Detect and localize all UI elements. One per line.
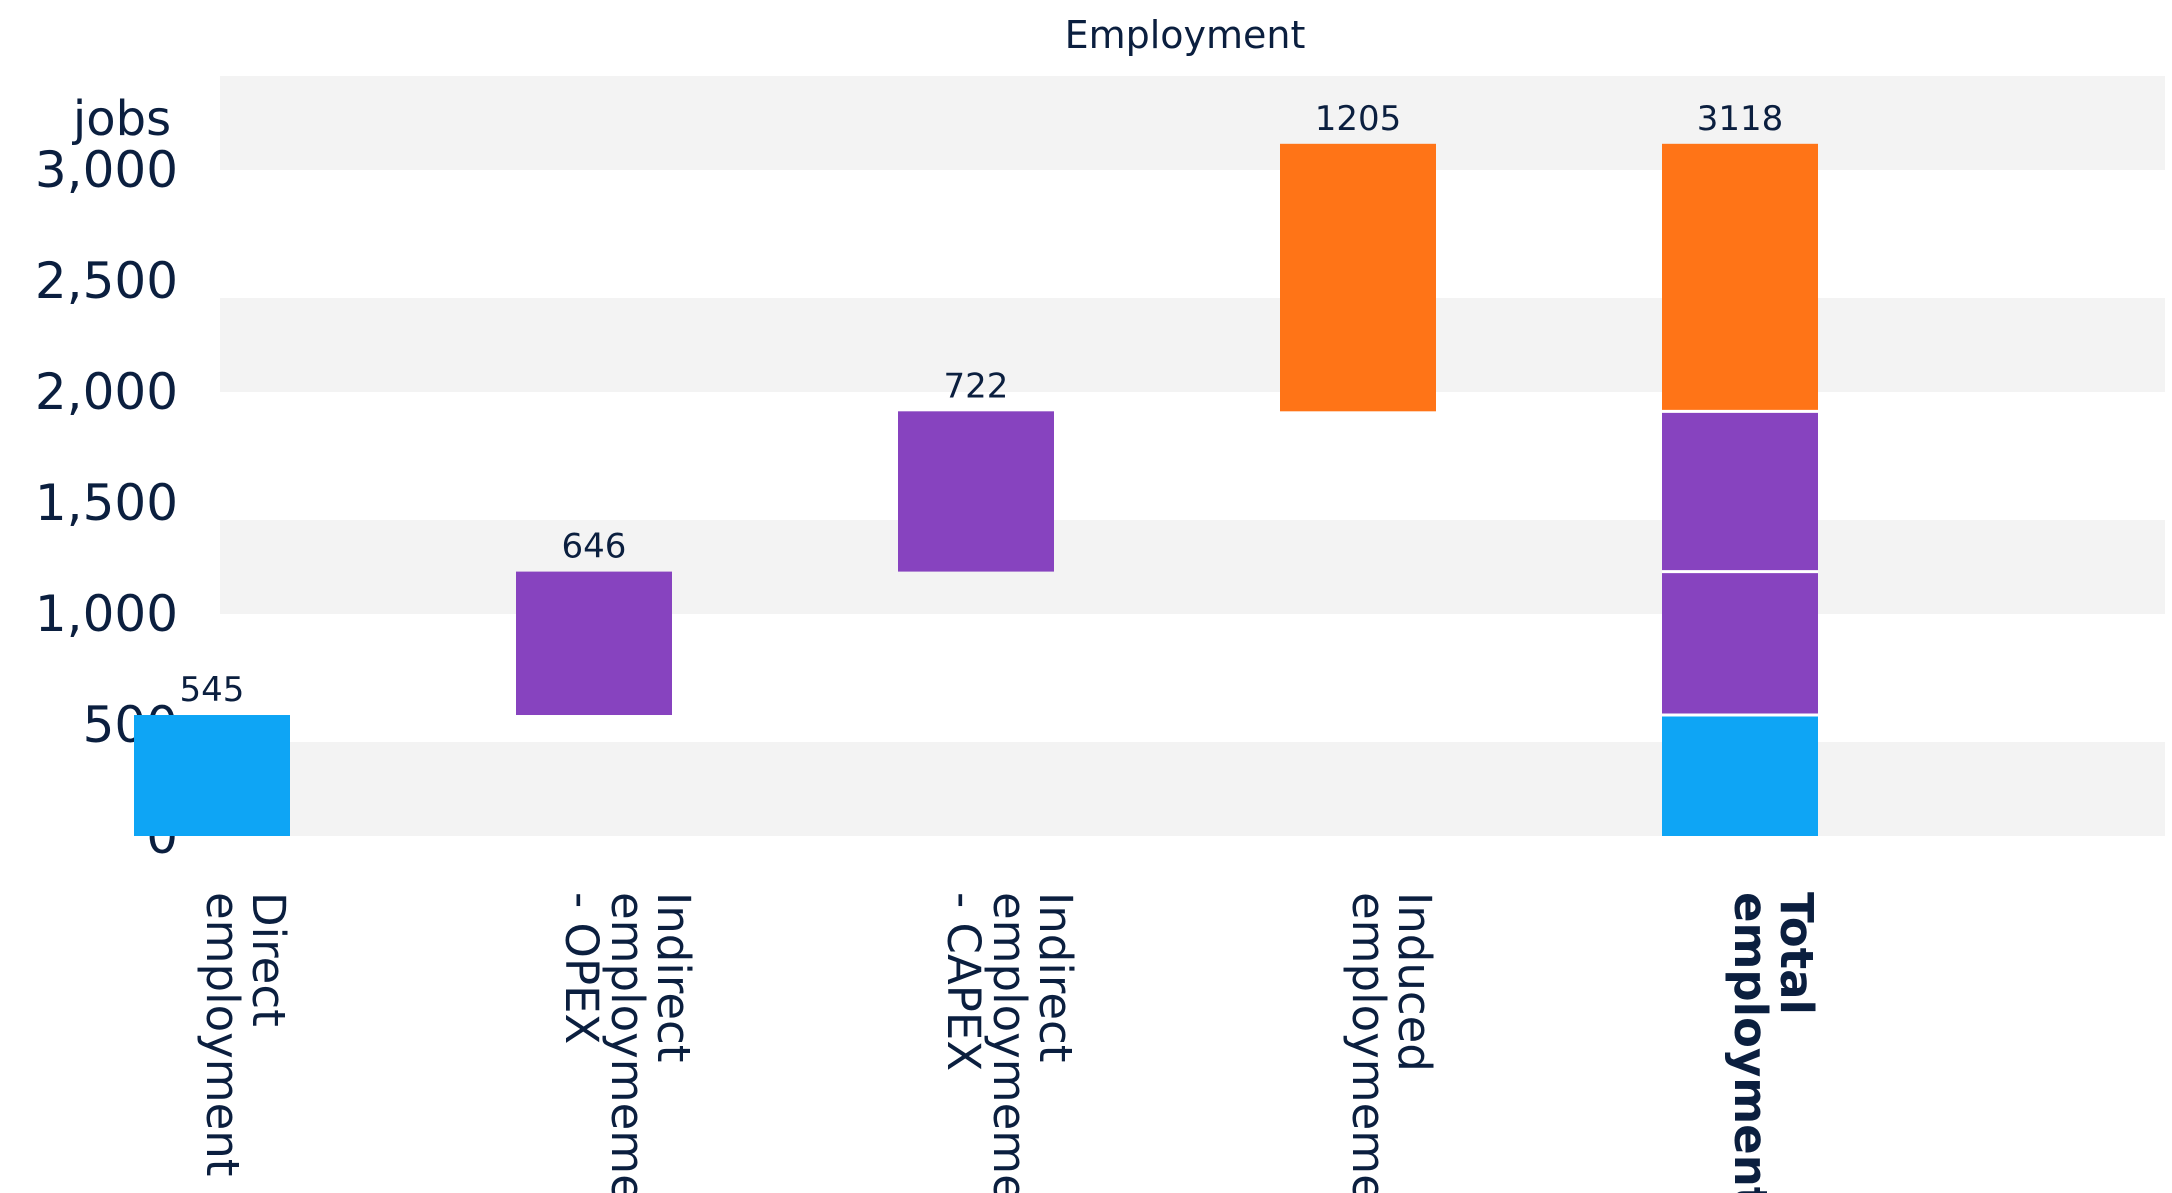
grid-band <box>220 298 2165 392</box>
bar-1 <box>134 715 290 836</box>
grid-band <box>220 742 2165 836</box>
y-tick-label: 1,500 <box>35 474 178 532</box>
x-label-line: - OPEX <box>555 892 608 1044</box>
x-label-line: employment <box>1724 892 1777 1193</box>
data-label-5: 3118 <box>1697 99 1784 139</box>
x-label-line: employmement <box>601 892 654 1193</box>
x-label-line: employment <box>196 892 249 1176</box>
y-tick-label: 1,000 <box>35 585 178 643</box>
total-bar-segment-1 <box>1662 715 1818 836</box>
total-bar-segment-4 <box>1662 143 1818 412</box>
grid-band <box>220 76 2165 170</box>
y-tick-label: 2,000 <box>35 363 178 421</box>
data-labels: 545 646 722 1205 3118 <box>180 99 1784 710</box>
data-label-2: 646 <box>562 527 627 567</box>
bar-2 <box>516 571 672 716</box>
x-label-line: Indirect <box>647 892 700 1062</box>
total-bar-segment-2 <box>1662 571 1818 716</box>
x-label-line: Direct <box>242 892 295 1027</box>
data-label-4: 1205 <box>1315 99 1402 139</box>
chart-title: Employment <box>1065 13 1306 57</box>
grid-bands <box>220 76 2165 836</box>
grid-band <box>220 520 2165 614</box>
x-label-line: Indirect <box>1029 892 1082 1062</box>
data-label-3: 722 <box>944 366 1009 406</box>
data-label-1: 545 <box>180 670 245 710</box>
x-label-line: employmement <box>983 892 1036 1193</box>
x-label-line: employmement <box>1342 892 1395 1193</box>
total-bar-segment-3 <box>1662 411 1818 572</box>
x-label-line: Induced <box>1388 892 1441 1072</box>
x-label-line: - CAPEX <box>937 892 990 1071</box>
bar-3 <box>898 411 1054 572</box>
y-tick-label: 2,500 <box>35 252 178 310</box>
bar-4 <box>1280 143 1436 412</box>
bars <box>134 143 1818 836</box>
y-tick-label: 3,000 <box>35 141 178 199</box>
y-axis-unit-label: jobs <box>72 91 171 147</box>
x-label-line: Total <box>1770 892 1823 1015</box>
